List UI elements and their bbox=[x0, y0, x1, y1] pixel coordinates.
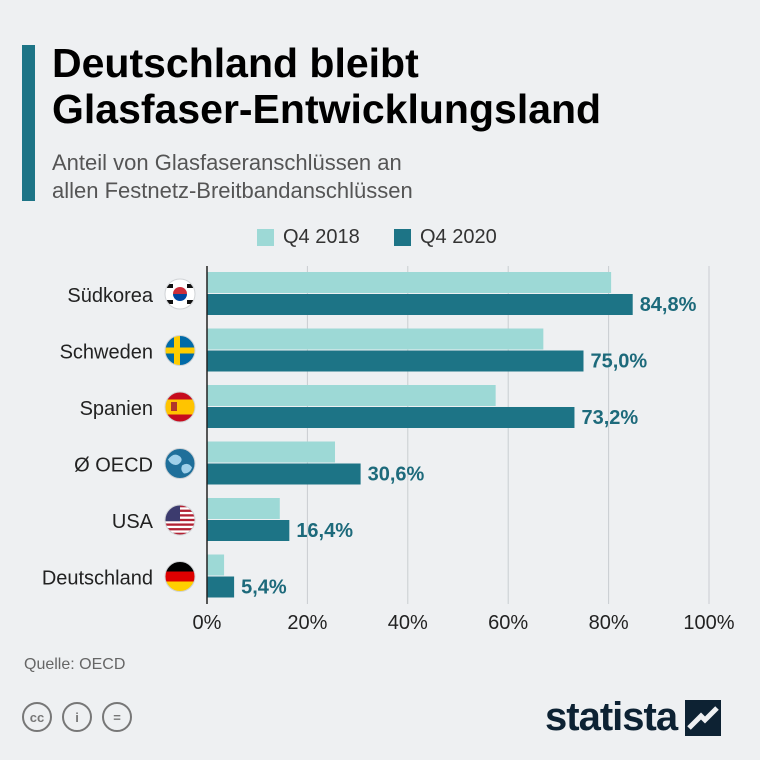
x-tick-label: 60% bbox=[488, 612, 528, 634]
accent-bar bbox=[22, 45, 35, 201]
category-label: Südkorea bbox=[67, 285, 153, 307]
subtitle: Anteil von Glasfaseranschlüssen an allen… bbox=[52, 149, 652, 205]
category-label: USA bbox=[112, 511, 154, 533]
legend-swatch-2018 bbox=[257, 229, 274, 246]
bar-2020 bbox=[207, 576, 235, 598]
subtitle-line-1: Anteil von Glasfaseranschlüssen an bbox=[52, 150, 402, 175]
subtitle-line-2: allen Festnetz-Breitbandanschlüssen bbox=[52, 178, 413, 203]
statista-mark-icon bbox=[685, 699, 722, 736]
category-label: Schweden bbox=[60, 342, 153, 364]
legend-label-2018: Q4 2018 bbox=[283, 226, 360, 248]
cc-icon: cc bbox=[22, 702, 52, 732]
bar-2018 bbox=[207, 328, 544, 350]
legend-item-2018: Q4 2018 bbox=[257, 226, 360, 249]
category-label: Deutschland bbox=[42, 568, 153, 590]
legend-item-2020: Q4 2020 bbox=[394, 226, 497, 249]
bar-2020 bbox=[207, 350, 584, 372]
x-tick-label: 20% bbox=[287, 612, 327, 634]
nd-icon: = bbox=[102, 702, 132, 732]
value-label: 16,4% bbox=[296, 520, 353, 542]
bar-2018 bbox=[207, 498, 280, 519]
bar-2020 bbox=[207, 407, 575, 428]
usa-flag-icon bbox=[164, 504, 196, 536]
value-label: 5,4% bbox=[241, 577, 287, 599]
value-label: 73,2% bbox=[581, 407, 638, 429]
bar-2020 bbox=[207, 520, 290, 541]
x-tick-label: 40% bbox=[388, 612, 428, 634]
bar-2018 bbox=[207, 554, 225, 576]
source-note: Quelle: OECD bbox=[24, 656, 126, 673]
category-label: Spanien bbox=[80, 398, 153, 420]
brand-name: statista bbox=[545, 695, 678, 739]
brand-logo: statista bbox=[545, 695, 722, 740]
by-icon: i bbox=[62, 702, 92, 732]
title-line-1: Deutschland bleibt bbox=[52, 40, 419, 86]
value-label: 75,0% bbox=[591, 351, 648, 373]
bar-2018 bbox=[207, 441, 336, 463]
sweden-flag-icon bbox=[164, 335, 196, 366]
germany-flag-icon bbox=[164, 561, 196, 592]
x-tick-label: 0% bbox=[193, 612, 222, 634]
value-label: 84,8% bbox=[640, 294, 697, 316]
title-line-2: Glasfaser-Entwicklungsland bbox=[52, 86, 602, 132]
bar-2020 bbox=[207, 463, 361, 485]
x-tick-label: 80% bbox=[589, 612, 629, 634]
value-label: 30,6% bbox=[368, 464, 425, 486]
legend: Q4 2018 Q4 2020 bbox=[0, 226, 760, 250]
category-label: Ø OECD bbox=[74, 455, 153, 477]
south-korea-flag-icon bbox=[164, 278, 196, 310]
bar-2018 bbox=[207, 385, 496, 406]
legend-label-2020: Q4 2020 bbox=[420, 226, 497, 248]
bar-2020 bbox=[207, 294, 633, 315]
x-tick-label: 100% bbox=[683, 612, 734, 634]
spain-flag-icon bbox=[164, 391, 196, 423]
bar-2018 bbox=[207, 272, 612, 293]
page-title: Deutschland bleibt Glasfaser-Entwicklung… bbox=[52, 40, 742, 132]
globe-icon bbox=[164, 448, 196, 479]
legend-swatch-2020 bbox=[394, 229, 411, 246]
license-icons: cc i = bbox=[22, 702, 132, 732]
